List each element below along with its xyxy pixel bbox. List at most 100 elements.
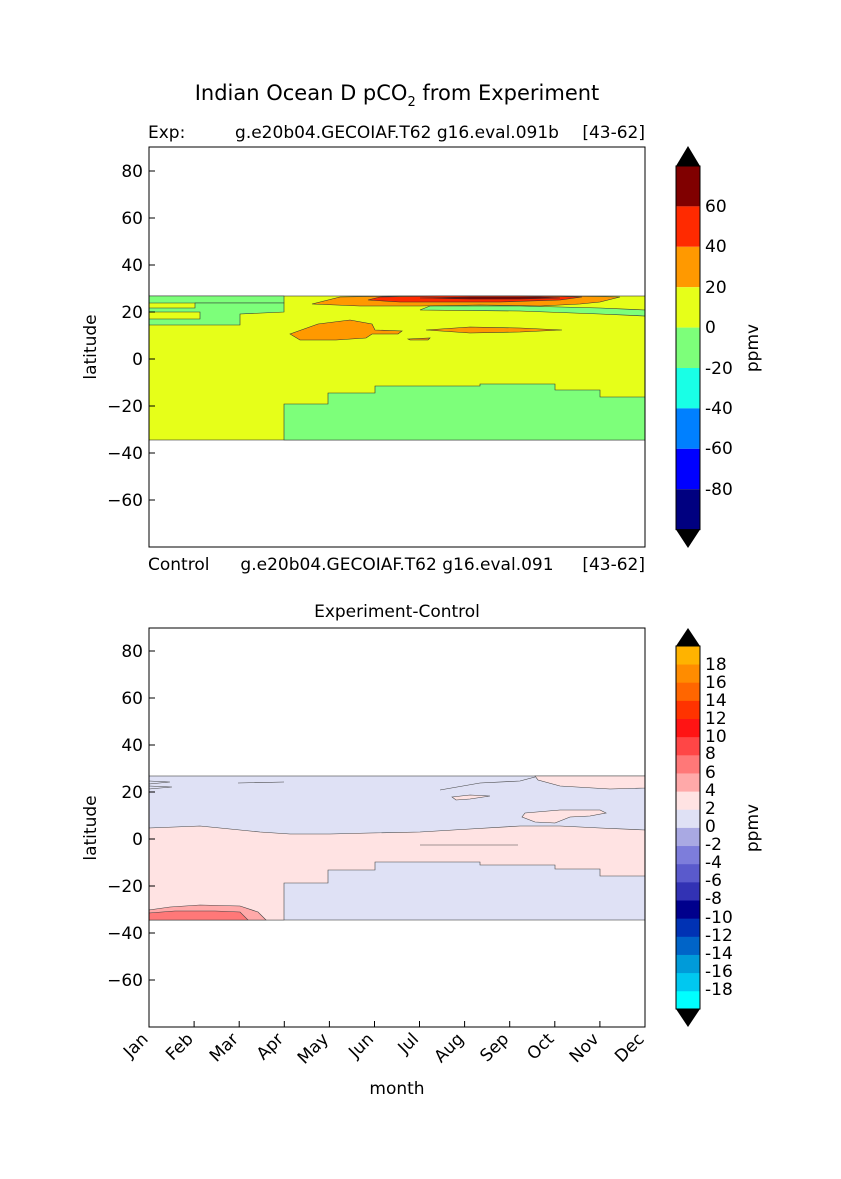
bottom-ytick-label-40: 40 [121,736,143,756]
bottom-cbar-tick-6: 6 [705,763,716,783]
bottom-subtitle: Experiment-Control [314,602,480,622]
bottom-colorbar-frame [675,645,701,1010]
top-ytick-label-60: 60 [121,209,143,229]
top-cbar-seg-40-60 [676,206,700,247]
top-title-right: [43-62] [582,123,645,143]
bottom-cbar-seg--4-to--2 [676,845,700,865]
top-ytick-label-neg20: −20 [107,397,143,417]
bottom-cbar-seg--2-to-0 [676,827,700,847]
xtick-label-nov: Nov [566,1029,604,1067]
top-cbar-tick-20: 20 [705,278,727,298]
bottom-cbar-seg--20-to--18 [676,990,700,1010]
bottom-cbar-tick-neg8: -8 [705,889,722,909]
top-colorbar-extend-max [676,146,700,166]
bottom-line-west-b [148,785,173,790]
xtick-label-apr: Apr [253,1029,288,1064]
top-colorbar-label: ppmv [743,324,763,372]
bottom-contours [148,775,646,921]
top-region-20-40-c [406,337,431,341]
xtick-label-aug: Aug [431,1029,469,1067]
top-contours [148,295,646,441]
bottom-cbar-seg-16-to-18 [676,664,700,683]
top-title-left: Exp: [148,123,185,143]
bottom-ytick-label-neg40: −40 [107,924,143,944]
top-region-20-40-b [425,326,563,334]
top-cbar-seg-60-80 [676,166,700,207]
bottom-line-north [439,776,536,791]
bottom-control-right: [43-62] [582,555,645,575]
bottom-axes-frame [148,627,646,1028]
bottom-region-0-2-blob [451,794,491,801]
top-cbar-tick-neg80: -80 [705,480,733,500]
top-ytick-label-neg60: −60 [107,491,143,511]
top-ytick-label-neg40: −40 [107,444,143,464]
bottom-ytick-label-neg20: −20 [107,877,143,897]
top-cbar-tick-neg20: -20 [705,359,733,379]
top-title-center: g.e20b04.GECOIAF.T62 g16.eval.091b [235,123,559,143]
top-cbar-seg-neg40-neg20 [676,368,700,409]
bottom-cbar-tick-16: 16 [705,673,727,693]
bottom-xlabel: month [369,1079,424,1099]
bottom-cbar-seg-14-to-16 [676,682,700,701]
top-axes-frame [148,146,646,548]
bottom-cbar-tick-8: 8 [705,744,716,764]
bottom-cbar-tick-4: 4 [705,781,716,801]
bottom-cbar-seg--14-to--12 [676,936,700,955]
top-colorbar-extend-min [676,529,700,548]
xtick-label-may: May [294,1029,333,1068]
top-ytick-label-0: 0 [132,350,143,370]
bottom-region-4-6 [148,910,249,921]
bottom-cbar-tick-neg18: -18 [705,980,733,1000]
bottom-xaxis: Jan Feb Mar Apr May Jun Jul Aug Sep Oct … [119,1021,649,1068]
top-cbar-seg-20-40 [676,246,700,288]
bottom-cbar-tick-neg10: -10 [705,908,733,928]
top-region-neg20-0-west [148,302,285,326]
top-cbar-tick-40: 40 [705,237,727,257]
xtick-label-jun: Jun [344,1029,378,1063]
top-ytick-label-80: 80 [121,162,143,182]
bottom-cbar-tick-10: 10 [705,727,727,747]
xtick-label-feb: Feb [162,1029,197,1064]
top-region-60-80 [419,296,561,300]
top-cbar-tick-neg60: -60 [705,439,733,459]
bottom-cbar-tick-neg14: -14 [705,944,733,964]
bottom-cbar-seg--8-to--6 [676,881,700,901]
top-ytick-label-40: 40 [121,256,143,276]
bottom-yaxis: 80 60 40 20 0 −20 −40 −60 [107,642,155,991]
bottom-cbar-tick-12: 12 [705,709,727,729]
top-ylabel: latitude [81,314,101,379]
bottom-cbar-tick-14: 14 [705,691,727,711]
bottom-cbar-seg--12-to--10 [676,918,700,937]
bottom-control-left: Control [148,555,209,575]
top-cbar-seg-0-20 [676,287,700,328]
xtick-label-jul: Jul [394,1029,423,1058]
top-yaxis: 80 60 40 20 0 −20 −40 −60 [107,162,155,511]
top-cbar-tick-60: 60 [705,197,727,217]
bottom-ytick-label-60: 60 [121,689,143,709]
bottom-cbar-seg-4-to-6 [676,773,700,792]
top-colorbar: 60 40 20 0 -20 -40 -60 -80 ppmv [675,146,763,548]
bottom-region-0-2-patch [521,809,607,824]
bottom-ytick-label-0: 0 [132,830,143,850]
top-ytick-label-20: 20 [121,303,143,323]
bottom-panel: Control g.e20b04.GECOIAF.T62 g16.eval.09… [81,555,763,1099]
bottom-cbar-tick-2: 2 [705,799,716,819]
bottom-cbar-seg-6-to-8 [676,754,700,774]
bottom-cbar-tick-neg6: -6 [705,871,722,891]
bottom-ylabel: latitude [81,795,101,860]
bottom-cbar-seg-8-to-10 [676,736,700,756]
top-region-neg20-0-south [283,383,646,441]
bottom-colorbar-label: ppmv [743,804,763,852]
top-cbar-seg-neg60-neg40 [676,408,700,449]
bottom-colorbar-extend-max [676,628,700,646]
bottom-cbar-tick-neg12: -12 [705,926,733,946]
top-panel: Exp: g.e20b04.GECOIAF.T62 g16.eval.091b … [81,123,763,548]
bottom-cbar-seg-10-to-12 [676,718,700,738]
top-cbar-seg-neg80-neg60 [676,448,700,490]
bottom-ytick-label-neg60: −60 [107,971,143,991]
bottom-ytick-label-80: 80 [121,642,143,662]
bottom-cbar-seg--18-to--16 [676,972,700,992]
top-cbar-tick-0: 0 [705,318,716,338]
bottom-cbar-seg--10-to--8 [676,900,700,919]
